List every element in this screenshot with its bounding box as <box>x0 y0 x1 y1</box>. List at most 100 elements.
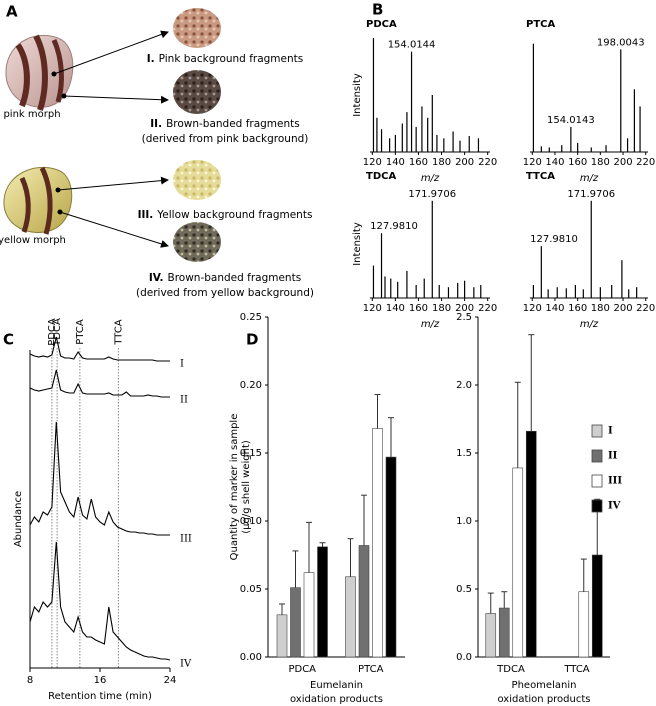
fragment-images <box>173 8 221 262</box>
legend-label: II <box>608 451 618 462</box>
fragment-text: Brown-banded fragments <box>168 272 302 284</box>
arrows <box>51 30 169 248</box>
fragment-numeral: III. <box>138 209 154 221</box>
y-axis-label: Quantity of marker in sample <box>229 414 240 561</box>
y-tick-label: 0.05 <box>240 584 262 595</box>
bar <box>345 576 356 658</box>
peak-label: 127.9810 <box>530 234 578 245</box>
panel-letter: D <box>246 331 258 349</box>
marker-label: TTCA <box>113 319 124 345</box>
y-tick-label: 1.5 <box>456 448 472 459</box>
fragment-label: IV. Brown-banded fragments <box>149 272 301 284</box>
fragment-label: I. Pink background fragments <box>147 53 303 65</box>
bar <box>303 572 315 658</box>
fragment-text: Pink background fragments <box>159 53 304 65</box>
y-tick-label: 0.20 <box>240 380 262 391</box>
marker-label: PDCA <box>47 318 58 346</box>
x-tick-label: PTCA <box>358 664 384 675</box>
bar <box>290 587 301 658</box>
x-tick-label: 160 <box>409 157 428 168</box>
y-tick-label: 1.0 <box>456 516 472 527</box>
legend-label: I <box>608 426 613 437</box>
x-tick-label: 160 <box>568 303 587 314</box>
trace <box>29 369 170 398</box>
peak-label: 127.9810 <box>370 221 418 232</box>
peak-label: 198.0043 <box>597 37 645 48</box>
morph-label: yellow morph <box>0 235 66 246</box>
x-tick-label: 200 <box>455 157 474 168</box>
bar <box>591 554 603 658</box>
legend-label: IV <box>608 501 621 512</box>
x-axis-label: oxidation products <box>290 694 383 705</box>
x-tick-label: PDCA <box>288 664 316 675</box>
y-axis-label: Intensity <box>352 222 363 266</box>
x-tick-label: 220 <box>636 303 655 314</box>
x-axis-label: m/z <box>580 319 599 330</box>
y-tick-label: 0.25 <box>240 312 262 323</box>
x-axis-label: oxidation products <box>498 694 591 705</box>
fragment-label: III. Yellow background fragments <box>138 209 313 221</box>
y-axis-label: Abundance <box>13 491 24 547</box>
bar <box>578 591 590 658</box>
peak-label: 154.0143 <box>547 115 595 126</box>
x-tick-label: 200 <box>613 303 632 314</box>
fragment-numeral: I. <box>147 53 155 65</box>
panel-letter: C <box>3 331 14 349</box>
bar <box>498 607 510 658</box>
x-tick-label: 120 <box>523 303 542 314</box>
x-tick-label: 160 <box>409 303 428 314</box>
x-axis-label: m/z <box>421 319 440 330</box>
x-tick-label: 120 <box>523 157 542 168</box>
x-tick-label: 220 <box>478 157 497 168</box>
x-tick-label: 200 <box>613 157 632 168</box>
y-tick-label: 0.10 <box>240 516 262 527</box>
bar <box>372 428 383 658</box>
y-tick-label: 0.00 <box>240 652 262 663</box>
bar <box>525 430 537 658</box>
x-tick-label: 180 <box>591 303 610 314</box>
trace <box>29 336 170 362</box>
x-tick-label: TTCA <box>563 664 589 675</box>
x-tick-label: 180 <box>432 157 451 168</box>
x-tick-label: 24 <box>164 675 177 686</box>
spectrum-title: TDCA <box>366 171 396 182</box>
bar <box>485 613 497 658</box>
bar <box>512 467 524 658</box>
trace-label: III <box>180 534 192 545</box>
panel-letter: B <box>372 1 383 19</box>
bar <box>276 614 288 658</box>
spectrum-title: PTCA <box>526 19 555 30</box>
legend-swatch <box>591 499 603 513</box>
x-tick-label: 140 <box>545 303 564 314</box>
peak-label: 171.9706 <box>567 189 615 200</box>
x-tick-label: 140 <box>386 157 405 168</box>
y-tick-label: 0.5 <box>456 584 472 595</box>
y-tick-label: 0.0 <box>456 652 472 663</box>
trace-label: IV <box>180 659 192 670</box>
x-tick-label: 140 <box>545 157 564 168</box>
y-axis-label: (µg/g shell weight) <box>241 440 252 534</box>
x-tick-label: 16 <box>94 675 107 686</box>
y-axis-label: Intensity <box>352 73 363 117</box>
x-tick-label: 160 <box>568 157 587 168</box>
yellow-snail <box>3 166 73 235</box>
panel-letter: A <box>6 3 18 21</box>
pink-snail <box>5 34 74 111</box>
fragment-text: Yellow background fragments <box>156 209 312 221</box>
peak-label: 171.9706 <box>408 189 456 200</box>
fragment-label: II. Brown-banded fragments <box>150 118 299 130</box>
x-axis-label: Pheomelanin <box>512 680 577 691</box>
spectrum-title: PDCA <box>366 19 397 30</box>
legend-swatch <box>591 424 603 438</box>
x-tick-label: 220 <box>478 303 497 314</box>
y-tick-label: 2.0 <box>456 380 472 391</box>
y-tick-label: 2.5 <box>456 312 472 323</box>
fragment-numeral: IV. <box>149 272 164 284</box>
x-tick-label: 120 <box>363 303 382 314</box>
x-tick-label: TDCA <box>496 664 525 675</box>
trace-label: II <box>180 395 188 406</box>
fragment-text: Brown-banded fragments <box>166 118 300 130</box>
x-tick-label: 180 <box>591 157 610 168</box>
marker-label: PTCA <box>75 319 86 345</box>
